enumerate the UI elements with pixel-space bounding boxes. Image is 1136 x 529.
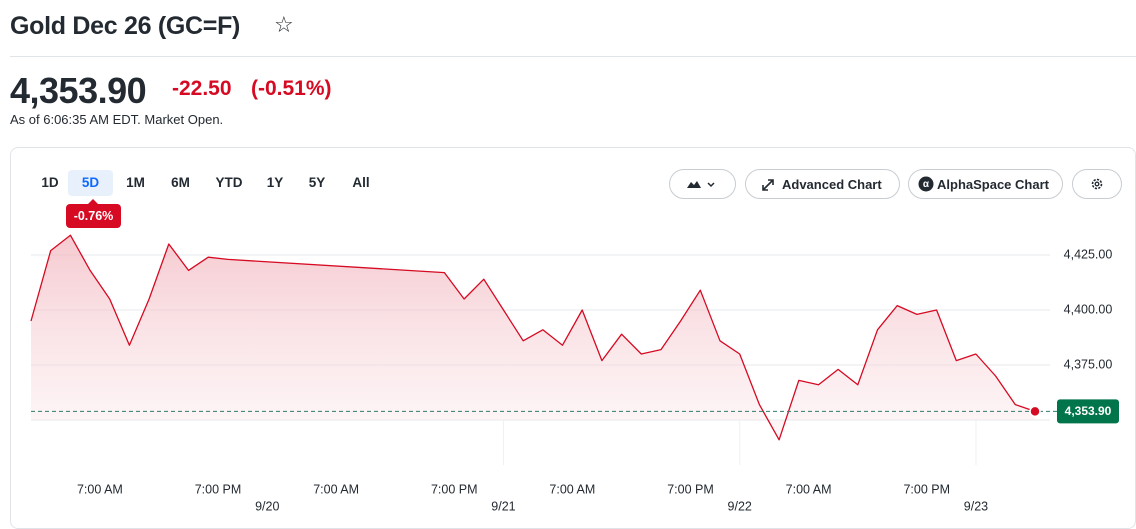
x-tick-label: 7:00 PM [667, 482, 714, 496]
gear-icon [1091, 178, 1103, 190]
as-of: As of 6:06:35 AM EDT. Market Open. [10, 112, 224, 127]
period-change-badge: -0.76% [66, 204, 121, 228]
watchlist-star[interactable]: ☆ [274, 12, 294, 37]
x-tick-label: 7:00 AM [786, 482, 832, 496]
range-button[interactable]: 1Y [266, 175, 284, 190]
range-selector: 1D 5D 1M 6M YTD 1Y 5Y All [32, 170, 383, 196]
y-tick-label: 4,375.00 [1064, 357, 1113, 371]
percent-change: (-0.51%) [251, 77, 332, 100]
date-tick-label: 9/23 [964, 499, 988, 513]
alphaspace-icon: α [918, 176, 934, 192]
range-button[interactable]: YTD [215, 175, 243, 190]
date-tick-label: 9/21 [491, 499, 515, 513]
last-point [1029, 405, 1041, 418]
button-label: Advanced Chart [782, 177, 882, 192]
chart-type-icon [687, 181, 715, 188]
last-price-label-bg [1057, 399, 1119, 424]
range-button[interactable]: 1M [126, 175, 145, 190]
title: Gold Dec 26 (GC=F) [10, 12, 241, 40]
last-price-label: 4,353.90 [1065, 404, 1112, 418]
advanced-chart-button[interactable]: Advanced Chart [745, 169, 900, 199]
y-tick-label: 4,425.00 [1064, 247, 1113, 261]
settings-button[interactable] [1072, 169, 1122, 199]
x-tick-label: 7:00 AM [313, 482, 359, 496]
chart-type-button[interactable] [669, 169, 736, 199]
range-button[interactable]: All [352, 175, 370, 190]
price-change: -22.50 [172, 77, 232, 100]
date-tick-label: 9/22 [728, 499, 752, 513]
date-tick-label: 9/20 [255, 499, 279, 513]
x-tick-label: 7:00 AM [549, 482, 595, 496]
price: 4,353.90 [10, 70, 147, 111]
price-line [30, 234, 1036, 441]
y-tick-label: 4,400.00 [1064, 302, 1113, 316]
button-label: AlphaSpace Chart [937, 177, 1049, 192]
badge-pointer [88, 199, 98, 204]
divider [10, 56, 1136, 57]
range-button[interactable]: 5D [68, 170, 113, 196]
x-tick-label: 7:00 PM [431, 482, 478, 496]
range-button[interactable]: 1D [41, 175, 59, 190]
alphaspace-chart-button[interactable]: α AlphaSpace Chart [908, 169, 1063, 199]
range-button[interactable]: 5Y [308, 175, 326, 190]
expand-icon [762, 179, 774, 191]
svg-text:α: α [923, 179, 930, 190]
x-tick-label: 7:00 AM [77, 482, 123, 496]
area [31, 235, 1035, 440]
x-tick-label: 7:00 PM [903, 482, 950, 496]
x-tick-label: 7:00 PM [195, 482, 242, 496]
range-button[interactable]: 6M [171, 175, 190, 190]
